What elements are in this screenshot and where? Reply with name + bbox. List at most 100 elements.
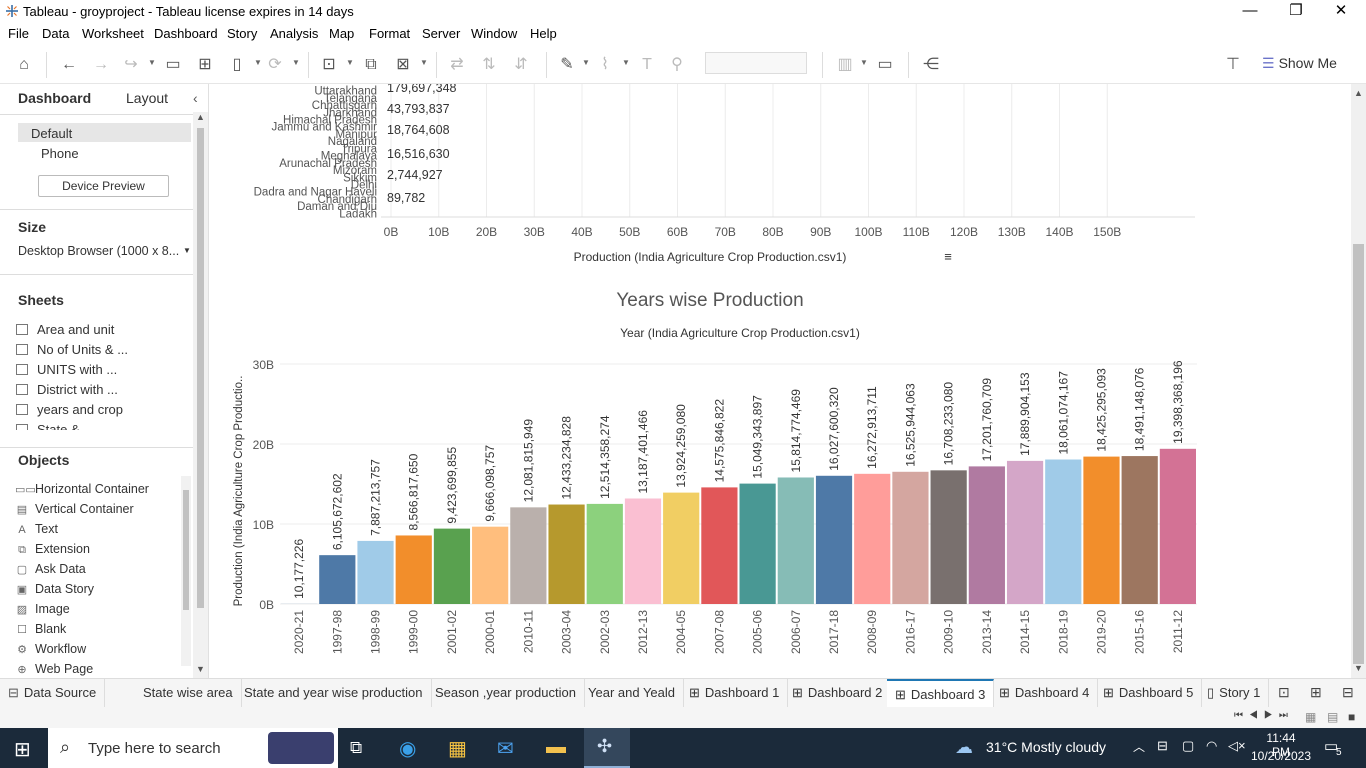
notification-icon[interactable]: ▭	[1324, 738, 1339, 755]
tab-sheet[interactable]: State and year wise production	[236, 679, 432, 708]
object-extension[interactable]: ⧉ Extension	[15, 542, 90, 557]
menu-server[interactable]: Server	[422, 26, 461, 41]
sheet-item[interactable]: years and crop	[16, 402, 123, 417]
clock-date[interactable]: 10/20/2023	[1250, 749, 1312, 763]
taskbar-search[interactable]: ⌕ Type here to search	[48, 728, 338, 768]
device-preview-button[interactable]: Device Preview	[38, 175, 169, 197]
chevron-down-icon[interactable]: ▼	[346, 58, 354, 67]
weather-text[interactable]: 31°C Mostly cloudy	[986, 739, 1106, 755]
close-button[interactable]: ✕	[1334, 2, 1348, 19]
new-worksheet-icon[interactable]: ⊡	[322, 56, 336, 73]
object-data-story[interactable]: ▣ Data Story	[16, 582, 95, 596]
menu-help[interactable]: Help	[530, 26, 557, 41]
device-phone[interactable]: Phone	[41, 146, 79, 161]
sort-ascending-icon[interactable]: ⇅	[482, 56, 496, 73]
new-dashboard-tab-icon[interactable]: ⊞	[1310, 684, 1322, 700]
save-icon[interactable]: ▭	[165, 56, 181, 73]
tab-sheet[interactable]: State wise area	[135, 679, 242, 708]
tab-sheet[interactable]: Year and Yeald	[580, 679, 685, 708]
volume-icon[interactable]: ◁×	[1228, 738, 1246, 753]
show-me-button[interactable]: ☰ Show Me	[1262, 55, 1337, 72]
menu-worksheet[interactable]: Worksheet	[82, 26, 144, 41]
object-horizontal-container[interactable]: ▭▭Horizontal Container	[15, 482, 149, 496]
menu-map[interactable]: Map	[329, 26, 355, 41]
clear-sheet-icon[interactable]: ⊠	[396, 56, 410, 73]
redo-icon[interactable]: →	[93, 56, 109, 73]
pin-icon[interactable]: ⚲	[671, 56, 683, 73]
tab-dashboard-active[interactable]: ⊞ Dashboard 3	[887, 679, 995, 708]
chevron-down-icon[interactable]: ▼	[148, 58, 156, 67]
attach-icon[interactable]: ⌇	[601, 56, 609, 73]
object-vertical-container[interactable]: ▤ Vertical Container	[16, 502, 134, 516]
tab-dashboard[interactable]: ⊞ Dashboard 5	[1095, 679, 1203, 708]
swap-icon[interactable]: ⇄	[450, 56, 464, 73]
panel-scrollbar[interactable]	[193, 112, 208, 678]
sheet-item[interactable]: District with ...	[16, 382, 118, 397]
sheet-item[interactable]: Area and unit	[16, 322, 114, 337]
mail-icon[interactable]: ✉	[497, 738, 514, 760]
undo-icon[interactable]: ←	[61, 56, 77, 73]
fit-dropdown[interactable]	[705, 52, 807, 74]
scroll-down-icon[interactable]: ▼	[1354, 663, 1363, 673]
scrollbar-thumb[interactable]	[197, 128, 204, 608]
tab-layout[interactable]: Layout	[126, 90, 169, 106]
sort-descending-icon[interactable]: ⇵	[514, 56, 528, 73]
dashboard-scrollbar[interactable]: ▲ ▼	[1351, 84, 1366, 678]
labels-icon[interactable]: T	[642, 56, 652, 73]
object-ask-data[interactable]: ▢ Ask Data	[16, 562, 86, 576]
sheet-sorter-icon[interactable]: ▦	[1305, 710, 1317, 724]
menu-data[interactable]: Data	[42, 26, 70, 41]
object-image[interactable]: ▨ Image	[16, 602, 70, 616]
chevron-down-icon[interactable]: ▼	[582, 58, 590, 67]
sheet-item[interactable]: State &	[16, 422, 80, 430]
new-story-tab-icon[interactable]: ⊟	[1342, 684, 1354, 700]
device-default[interactable]: Default	[31, 126, 73, 141]
tab-dashboard[interactable]: ⊞ Dashboard 2	[784, 679, 892, 708]
sheet-nav-arrows-icon[interactable]: ⏮◀▶⏭	[1234, 710, 1294, 721]
presentation-mode-icon[interactable]: ▭	[877, 56, 893, 73]
tab-dashboard[interactable]: ⊞ Dashboard 1	[681, 679, 789, 708]
wifi-icon[interactable]: ◠	[1206, 738, 1218, 753]
object-web-page[interactable]: ⊕ Web Page	[15, 662, 93, 676]
chevron-down-icon[interactable]: ▼	[622, 58, 630, 67]
tableau-taskbar-button[interactable]: ✣	[584, 728, 630, 768]
chevron-down-icon[interactable]: ▼	[420, 58, 428, 67]
home-icon[interactable]: ⌂	[19, 56, 29, 73]
search-input[interactable]: Type here to search	[88, 740, 221, 757]
object-text[interactable]: A Text	[15, 522, 58, 536]
menu-story[interactable]: Story	[227, 26, 258, 41]
restore-button[interactable]: ❐	[1289, 2, 1303, 19]
pause-updates-icon[interactable]: ▯	[232, 56, 242, 73]
menu-dashboard[interactable]: Dashboard	[154, 26, 218, 41]
menu-analysis[interactable]: Analysis	[270, 26, 319, 41]
scrollbar-thumb[interactable]	[183, 490, 189, 610]
menu-window[interactable]: Window	[471, 26, 518, 41]
show-cards-icon[interactable]: ▥	[837, 56, 853, 73]
duplicate-sheet-icon[interactable]: ⧉	[365, 56, 377, 73]
file-explorer-icon[interactable]: ▬	[546, 736, 566, 758]
scroll-up-icon[interactable]: ▲	[196, 112, 205, 122]
device-default-row[interactable]	[18, 123, 191, 142]
chevron-down-icon[interactable]: ▼	[254, 58, 262, 67]
replay-icon[interactable]: ↪	[124, 56, 138, 73]
meet-icon[interactable]: ▢	[1182, 738, 1195, 753]
size-dropdown[interactable]: Desktop Browser (1000 x 8...	[18, 244, 180, 258]
minimize-button[interactable]: —	[1242, 2, 1258, 19]
tab-sheet[interactable]: Season ,year production	[427, 679, 585, 708]
chevron-down-icon[interactable]: ▼	[183, 246, 191, 255]
highlight-icon[interactable]: ✎	[560, 56, 574, 73]
filmstrip-icon[interactable]: ▤	[1327, 710, 1339, 724]
tab-dashboard[interactable]: Dashboard	[18, 90, 92, 106]
network-device-icon[interactable]: ⊟	[1157, 738, 1168, 753]
clock-time[interactable]: 11:44 PM	[1266, 731, 1296, 759]
share-icon[interactable]: ⋲	[923, 56, 939, 73]
refresh-icon[interactable]: ⟳	[268, 56, 282, 73]
tab-data-source[interactable]: ⊟ Data Source	[0, 679, 106, 708]
scroll-down-icon[interactable]: ▼	[196, 664, 205, 674]
menu-format[interactable]: Format	[369, 26, 411, 41]
new-data-source-icon[interactable]: ⊞	[198, 56, 212, 73]
tab-dashboard[interactable]: ⊞ Dashboard 4	[991, 679, 1099, 708]
sheet-item[interactable]: UNITS with ...	[16, 362, 117, 377]
object-workflow[interactable]: ⚙ Workflow	[15, 642, 86, 656]
scrollbar-thumb[interactable]	[1353, 244, 1364, 664]
